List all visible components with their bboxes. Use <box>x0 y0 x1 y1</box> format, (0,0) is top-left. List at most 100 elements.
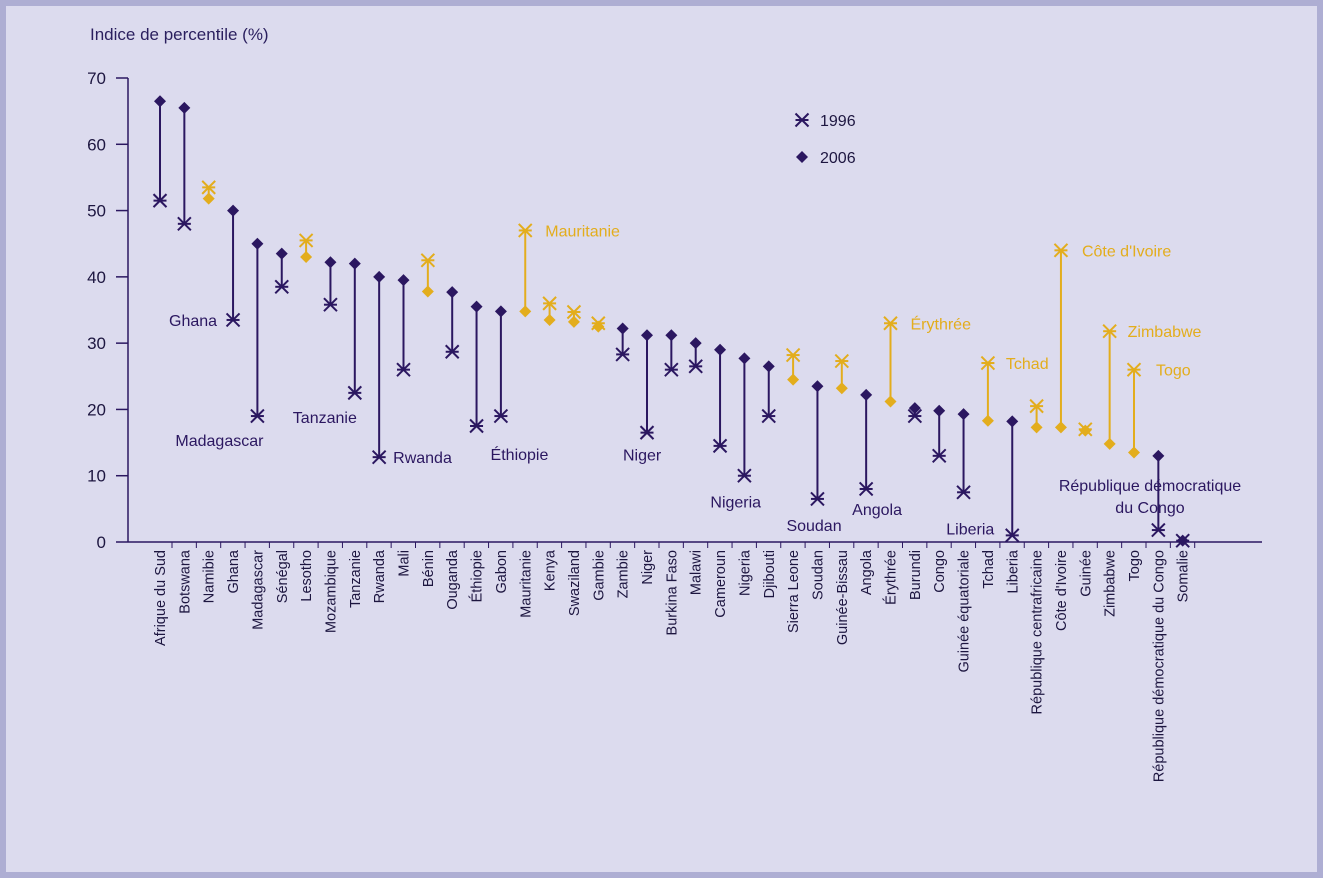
annotation-madagascar: Madagascar <box>175 433 264 450</box>
x-tick-label-angola: Angola <box>859 549 875 595</box>
point-1996-republique-democratique-du-congo <box>1151 522 1166 538</box>
y-axis-title: Indice de percentile (%) <box>90 25 269 44</box>
point-1996-mauritanie <box>518 223 533 238</box>
point-2006-senegal <box>275 247 288 260</box>
chart-marks <box>152 95 1190 548</box>
x-tick-label-botswana: Botswana <box>177 549 193 614</box>
annotation-mauritanie: Mauritanie <box>545 223 620 240</box>
point-1996-tchad <box>980 355 996 371</box>
x-tick-label-erythree: Érythrée <box>883 550 900 605</box>
point-1996-congo <box>931 448 947 464</box>
y-tick-label: 0 <box>97 533 106 552</box>
point-2006-benin <box>421 285 434 298</box>
y-tick-label: 40 <box>87 268 106 287</box>
point-2006-burkina-faso <box>665 329 678 342</box>
annotation-niger: Niger <box>623 448 662 465</box>
point-2006-zimbabwe <box>1103 437 1116 450</box>
x-tick-label-djibouti: Djibouti <box>762 550 778 598</box>
legend-marker-2006 <box>796 151 808 163</box>
point-2006-sierra-leone <box>787 373 800 386</box>
point-1996-ghana <box>225 312 241 328</box>
point-1996-niger <box>639 425 655 440</box>
point-2006-republique-democratique-du-congo <box>1152 449 1165 462</box>
x-tick-label-tanzanie: Tanzanie <box>348 550 364 608</box>
x-tick-label-guinee-equatoriale: Guinée équatoriale <box>957 550 973 673</box>
legend-marker-1996 <box>794 112 810 128</box>
point-2006-malawi <box>689 337 702 350</box>
point-1996-guinee-bissau <box>834 353 850 369</box>
point-1996-republique-centrafricaine <box>1029 398 1044 414</box>
point-2006-guinee <box>1079 424 1092 437</box>
x-tick-label-namibie: Namibie <box>202 550 218 603</box>
point-2006-nigeria <box>738 352 751 365</box>
y-tick-label: 20 <box>87 400 106 419</box>
x-tick-label-kenya: Kenya <box>543 549 559 591</box>
point-1996-angola <box>858 481 874 497</box>
point-1996-ethiopie <box>469 418 484 434</box>
annotation-tchad: Tchad <box>1006 356 1049 373</box>
x-tick-label-mozambique: Mozambique <box>323 550 339 633</box>
point-1996-burkina-faso <box>664 362 679 377</box>
x-tick-label-soudan: Soudan <box>810 550 826 600</box>
point-2006-namibie <box>202 192 215 205</box>
point-1996-erythree <box>883 316 898 331</box>
annotation-rwanda: Rwanda <box>393 450 452 467</box>
x-tick-label-ghana: Ghana <box>226 549 242 593</box>
x-tick-label-guinee: Guinée <box>1078 550 1094 597</box>
point-1996-afrique-du-sud <box>152 193 168 208</box>
point-1996-zambie <box>615 347 630 362</box>
y-tick-label: 50 <box>87 202 106 221</box>
x-tick-label-madagascar: Madagascar <box>250 550 266 630</box>
point-1996-cameroun <box>712 438 728 454</box>
point-1996-nigeria <box>737 468 752 483</box>
x-tick-label-malawi: Malawi <box>689 550 705 595</box>
annotation-ethiopie: Éthiopie <box>491 445 549 464</box>
point-2006-gambie <box>592 320 605 333</box>
annotation-angola: Angola <box>852 502 902 519</box>
x-tick-label-togo: Togo <box>1127 550 1143 581</box>
y-tick-label: 10 <box>87 467 106 486</box>
point-2006-gabon <box>494 305 507 318</box>
x-tick-label-republique-democratique-du-congo: République démocratique du Congo <box>1151 550 1167 782</box>
annotation-tanzanie: Tanzanie <box>293 410 357 427</box>
point-2006-tchad <box>981 414 994 427</box>
point-2006-cote-d-ivoire <box>1054 421 1067 434</box>
annotation-soudan: Soudan <box>786 518 841 535</box>
point-2006-somalie <box>1176 534 1189 547</box>
point-1996-zimbabwe <box>1102 324 1117 339</box>
x-tick-label-swaziland: Swaziland <box>567 550 583 616</box>
x-tick-label-sierra-leone: Sierra Leone <box>786 550 802 633</box>
annotation-zimbabwe: Zimbabwe <box>1128 324 1202 341</box>
point-2006-ghana <box>227 204 240 217</box>
point-1996-liberia <box>1005 528 1020 543</box>
x-tick-label-niger: Niger <box>640 550 656 585</box>
annotation-nigeria: Nigeria <box>710 495 761 512</box>
point-2006-guinee-equatoriale <box>957 408 970 421</box>
point-2006-zambie <box>616 322 629 335</box>
point-1996-namibie <box>201 180 216 195</box>
point-1996-botswana <box>177 216 192 232</box>
point-2006-mozambique <box>324 256 337 269</box>
y-tick-label: 30 <box>87 334 106 353</box>
point-1996-lesotho <box>298 233 314 248</box>
annotation-ghana: Ghana <box>169 313 217 330</box>
point-1996-sierra-leone <box>785 347 801 363</box>
annotation-labels: Ghana Madagascar Tanzanie Rwanda Éthiopie Mau… <box>169 223 1241 538</box>
point-2006-niger <box>641 329 653 342</box>
point-2006-liberia <box>1006 415 1019 428</box>
x-tick-label-burkina-faso: Burkina Faso <box>664 550 680 635</box>
x-tick-label-zambie: Zambie <box>616 550 632 598</box>
point-1996-ouganda <box>444 344 460 359</box>
x-tick-label-ouganda: Ouganda <box>445 549 461 610</box>
point-1996-togo <box>1126 362 1142 377</box>
point-2006-afrique-du-sud <box>154 95 166 108</box>
x-tick-label-senegal: Sénégal <box>275 550 291 603</box>
x-tick-label-cote-d-ivoire: Côte d'Ivoire <box>1054 550 1070 631</box>
legend-label-1996: 1996 <box>820 113 856 130</box>
legend-label-2006: 2006 <box>820 150 856 167</box>
legend: 1996 2006 <box>794 112 856 167</box>
point-2006-tanzanie <box>348 257 361 270</box>
x-tick-label-guinee-bissau: Guinée-Bissau <box>835 550 851 645</box>
x-tick-label-somalie: Somalie <box>1176 550 1192 602</box>
annotation-rdc: République démocratique du Congo <box>1059 478 1241 517</box>
